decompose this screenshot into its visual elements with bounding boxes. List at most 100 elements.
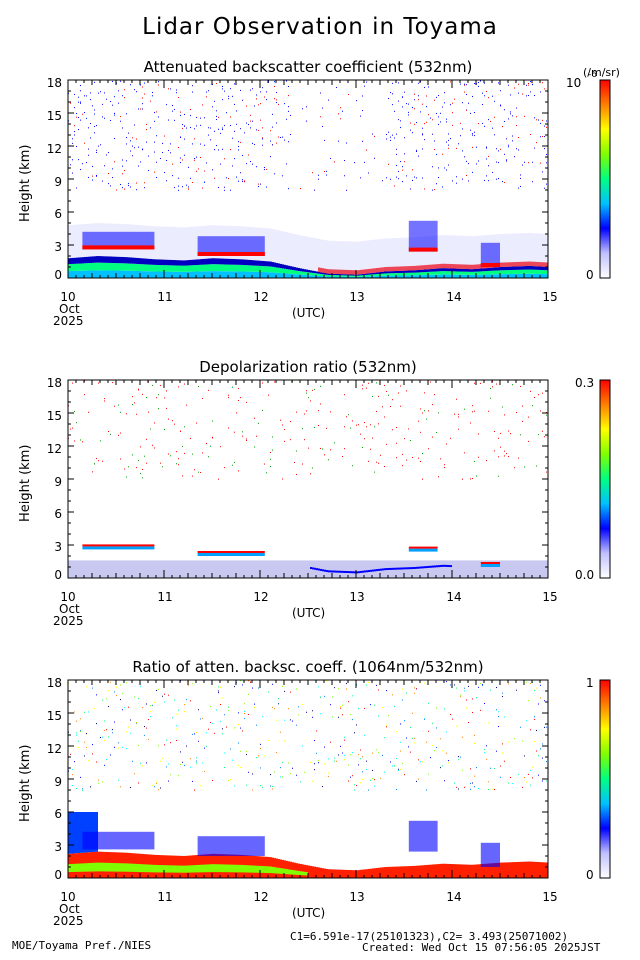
ratio-layer [320, 867, 322, 878]
ratio-layer [540, 862, 542, 878]
noise-pixel [536, 730, 537, 732]
noise-pixel [176, 728, 177, 730]
aerosol-layer [380, 275, 382, 278]
ratio-layer [514, 862, 516, 878]
aerosol-layer [468, 271, 470, 275]
aerosol-layer [116, 263, 118, 271]
noise-pixel [182, 475, 183, 477]
haze-layer [462, 235, 464, 269]
aerosol-layer [160, 259, 162, 266]
depol-surface-layer [206, 560, 208, 578]
noise-pixel [304, 771, 305, 773]
aerosol-layer [476, 271, 478, 275]
noise-pixel [146, 727, 147, 729]
noise-pixel [104, 764, 105, 766]
noise-pixel [72, 138, 73, 140]
haze-layer [328, 240, 330, 274]
noise-pixel [368, 382, 369, 384]
noise-pixel [532, 83, 533, 85]
depol-surface-layer [296, 560, 298, 578]
aerosol-layer [416, 270, 418, 273]
ratio-layer [224, 864, 226, 873]
noise-pixel [464, 687, 465, 689]
aerosol-layer [244, 259, 246, 266]
noise-pixel [430, 117, 431, 119]
noise-pixel [98, 779, 99, 781]
noise-pixel [272, 144, 273, 146]
depol-layer-top [336, 570, 338, 573]
noise-pixel [326, 427, 327, 429]
noise-pixel [310, 400, 311, 402]
aerosol-layer [306, 275, 308, 278]
noise-pixel [462, 736, 463, 738]
haze-layer [460, 235, 462, 269]
aerosol-layer [492, 270, 494, 275]
noise-pixel [154, 151, 155, 153]
aerosol-layer [452, 271, 454, 275]
noise-pixel [302, 703, 303, 705]
noise-pixel [76, 116, 77, 118]
noise-pixel [90, 99, 91, 101]
noise-pixel [284, 690, 285, 692]
noise-pixel [282, 761, 283, 763]
noise-pixel [410, 129, 411, 131]
noise-pixel [414, 99, 415, 101]
aerosol-layer [200, 264, 202, 272]
panel2-ytick: 12 [46, 442, 62, 456]
aerosol-layer [486, 271, 488, 275]
aerosol-layer [520, 273, 522, 278]
aerosol-layer [420, 275, 422, 278]
aerosol-layer [460, 271, 462, 275]
noise-pixel [468, 180, 469, 182]
ratio-layer [142, 864, 144, 873]
noise-pixel [528, 82, 529, 84]
noise-pixel [184, 138, 185, 140]
noise-pixel [82, 113, 83, 115]
noise-pixel [78, 746, 79, 748]
noise-pixel [462, 478, 463, 480]
noise-pixel [230, 124, 231, 126]
noise-pixel [270, 785, 271, 787]
aerosol-layer [282, 264, 284, 269]
noise-pixel [192, 683, 193, 685]
ratio-layer [226, 864, 228, 873]
noise-pixel [142, 393, 143, 395]
noise-pixel [180, 162, 181, 164]
noise-pixel [366, 684, 367, 686]
aerosol-layer [458, 271, 460, 275]
haze-layer [294, 234, 296, 268]
aerosol-layer [508, 270, 510, 275]
aerosol-layer [324, 268, 326, 273]
noise-pixel [520, 726, 521, 728]
noise-pixel [138, 108, 139, 110]
aerosol-layer [500, 270, 502, 275]
noise-pixel [328, 459, 329, 461]
noise-pixel [152, 95, 153, 97]
noise-pixel [230, 778, 231, 780]
aerosol-layer [436, 264, 438, 269]
noise-pixel [526, 781, 527, 783]
noise-pixel [306, 392, 307, 394]
aerosol-layer [276, 262, 278, 268]
haze-layer [422, 236, 424, 270]
aerosol-layer [196, 259, 198, 265]
aerosol-layer [544, 270, 546, 275]
noise-pixel [338, 716, 339, 718]
aerosol-layer [388, 275, 390, 278]
noise-pixel [442, 186, 443, 188]
aerosol-layer [382, 271, 384, 274]
panel1-ytick: 18 [46, 76, 62, 90]
noise-pixel [360, 433, 361, 435]
noise-pixel [334, 442, 335, 444]
aerosol-layer [74, 257, 76, 264]
noise-pixel [180, 111, 181, 113]
noise-pixel [98, 382, 99, 384]
noise-pixel [468, 102, 469, 104]
haze-layer [312, 237, 314, 271]
noise-pixel [106, 729, 107, 731]
noise-pixel [250, 161, 251, 163]
aerosol-layer [304, 274, 306, 278]
noise-pixel [200, 156, 201, 158]
noise-pixel [362, 446, 363, 448]
noise-pixel [404, 161, 405, 163]
